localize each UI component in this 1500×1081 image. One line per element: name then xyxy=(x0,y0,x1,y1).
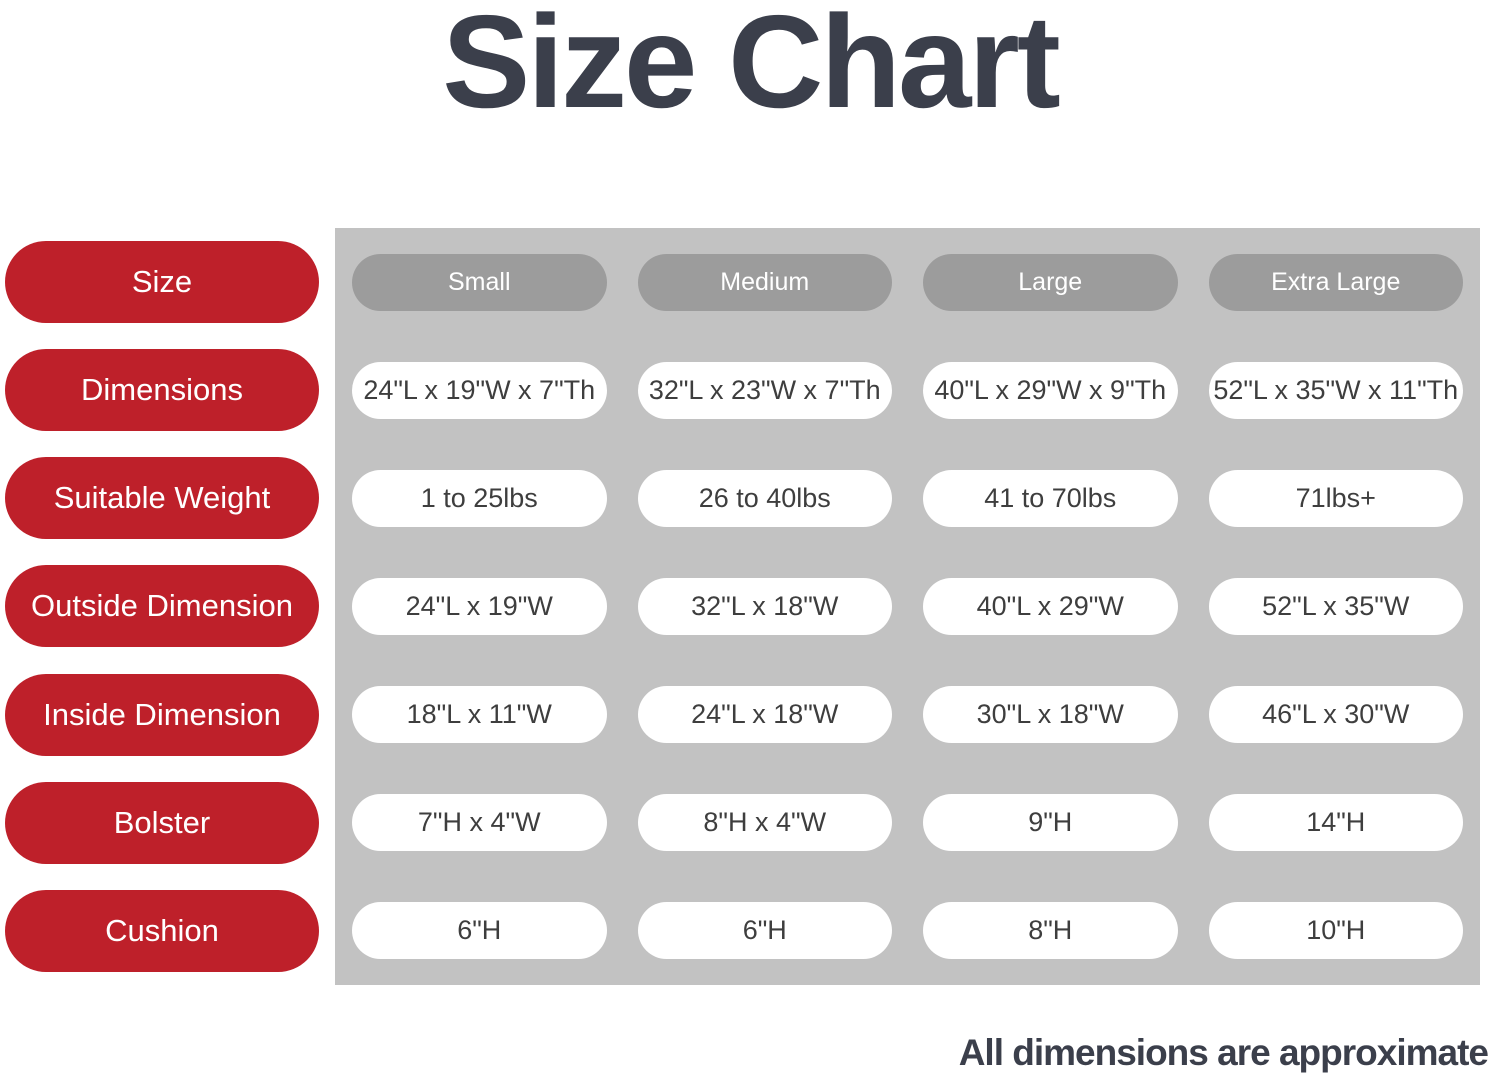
footnote: All dimensions are approximate xyxy=(958,1032,1489,1073)
value-pill: 1 to 25lbs xyxy=(352,469,607,527)
value-pill: 10"H xyxy=(1208,902,1463,960)
value-pill: 9"H xyxy=(923,794,1178,852)
value-pill: 8"H xyxy=(923,902,1178,960)
value-pill: 71lbs+ xyxy=(1208,469,1463,527)
value-pill: 26 to 40lbs xyxy=(637,469,892,527)
value-pill: 52"L x 35"W xyxy=(1208,577,1463,635)
column-header-pill: Small xyxy=(352,253,607,311)
size-chart-table: Size Dimensions Suitable Weight Outside Dim… xyxy=(0,228,1480,985)
value-pill: 7"H x 4"W xyxy=(352,794,607,852)
value-pill: 41 to 70lbs xyxy=(923,469,1178,527)
row-label-pill: Cushion xyxy=(5,889,319,972)
row-label-pill: Size xyxy=(5,241,319,324)
value-pill: 32"L x 18"W xyxy=(637,577,892,635)
column-header-pill: Extra Large xyxy=(1208,253,1463,311)
value-pill: 24"L x 19"W x 7"Th xyxy=(352,361,607,419)
value-pill: 18"L x 11"W xyxy=(352,686,607,744)
value-pill: 24"L x 18"W xyxy=(637,686,892,744)
value-pill: 30"L x 18"W xyxy=(923,686,1178,744)
value-pill: 52"L x 35"W x 11"Th xyxy=(1208,361,1463,419)
value-pill: 32"L x 23"W x 7"Th xyxy=(637,361,892,419)
value-pill: 8"H x 4"W xyxy=(637,794,892,852)
chart-panel: Small Medium Large Extra Large 24"L x 19"W x… xyxy=(335,228,1480,985)
column-header-pill: Medium xyxy=(637,253,892,311)
row-label-pill: Bolster xyxy=(5,781,319,864)
row-label-pill: Outside Dimension xyxy=(5,565,319,648)
row-labels-column: Size Dimensions Suitable Weight Outside Dim… xyxy=(0,228,335,985)
value-pill: 6"H xyxy=(352,902,607,960)
value-pill: 14"H xyxy=(1208,794,1463,852)
value-pill: 24"L x 19"W xyxy=(352,577,607,635)
value-pill: 6"H xyxy=(637,902,892,960)
row-label-pill: Suitable Weight xyxy=(5,457,319,540)
value-pill: 40"L x 29"W x 9"Th xyxy=(923,361,1178,419)
value-pill: 46"L x 30"W xyxy=(1208,686,1463,744)
page-title: Size Chart xyxy=(442,0,1061,135)
column-header-pill: Large xyxy=(923,253,1178,311)
value-pill: 40"L x 29"W xyxy=(923,577,1178,635)
row-label-pill: Inside Dimension xyxy=(5,673,319,756)
row-label-pill: Dimensions xyxy=(5,349,319,432)
